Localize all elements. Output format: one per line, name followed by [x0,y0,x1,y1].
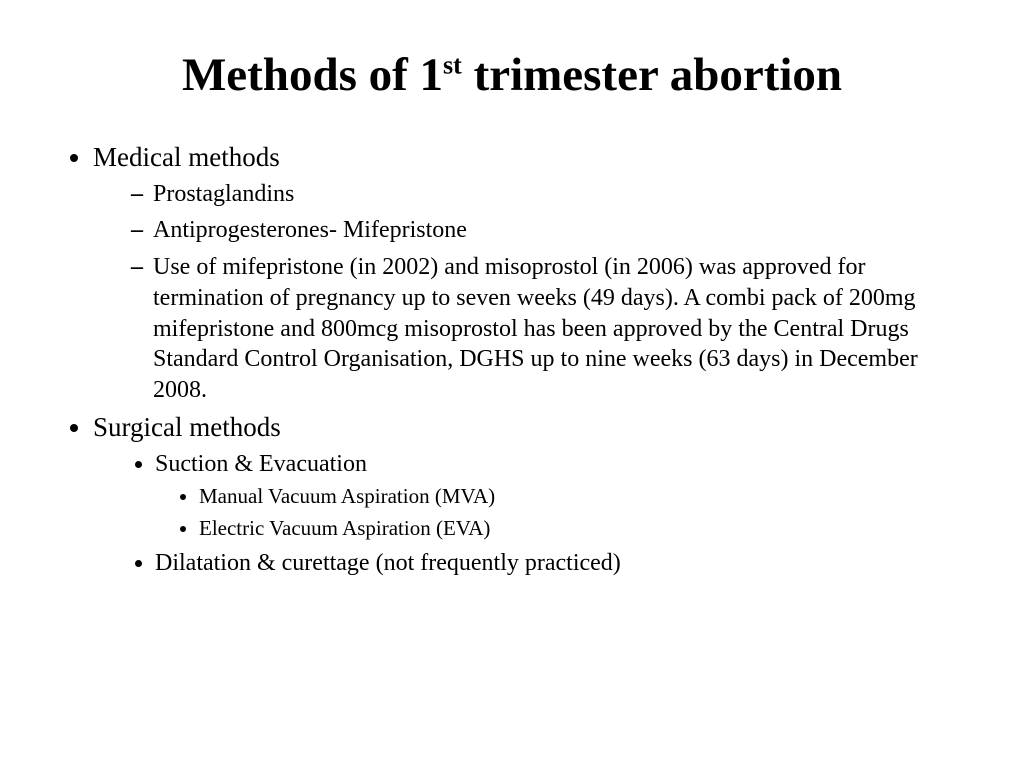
bullet-list-level1: Medical methods Prostaglandins Antiproge… [93,142,964,579]
bullet-suction-evacuation: Suction & Evacuation Manual Vacuum Aspir… [155,449,964,542]
bullet-text: Manual Vacuum Aspiration (MVA) [199,484,495,508]
slide-title: Methods of 1st trimester abortion [60,50,964,102]
title-pre: Methods of 1 [182,49,443,101]
bullet-text: Antiprogesterones- Mifepristone [153,217,467,243]
title-post: trimester abortion [462,49,842,101]
bullet-medical-methods: Medical methods Prostaglandins Antiproge… [93,142,964,406]
slide-content: Medical methods Prostaglandins Antiproge… [60,142,964,579]
bullet-eva: Electric Vacuum Aspiration (EVA) [199,515,964,542]
bullet-list-level3: Manual Vacuum Aspiration (MVA) Electric … [199,483,964,542]
bullet-prostaglandins: Prostaglandins [131,179,964,210]
bullet-dilatation-curettage: Dilatation & curettage (not frequently p… [155,548,964,579]
bullet-text: Medical methods [93,142,280,172]
bullet-antiprogesterones: Antiprogesterones- Mifepristone [131,215,964,246]
bullet-surgical-methods: Surgical methods Suction & Evacuation Ma… [93,412,964,579]
bullet-mifepristone-detail: Use of mifepristone (in 2002) and misopr… [131,252,964,406]
title-superscript: st [443,50,462,79]
bullet-list-level2: Prostaglandins Antiprogesterones- Mifepr… [131,179,964,406]
bullet-text: Electric Vacuum Aspiration (EVA) [199,516,490,540]
bullet-text: Suction & Evacuation [155,451,367,477]
bullet-text: Use of mifepristone (in 2002) and misopr… [153,254,918,403]
bullet-text: Prostaglandins [153,181,294,207]
bullet-text: Dilatation & curettage (not frequently p… [155,550,621,576]
bullet-text: Surgical methods [93,412,281,442]
bullet-list-level2b: Suction & Evacuation Manual Vacuum Aspir… [155,449,964,579]
bullet-mva: Manual Vacuum Aspiration (MVA) [199,483,964,510]
